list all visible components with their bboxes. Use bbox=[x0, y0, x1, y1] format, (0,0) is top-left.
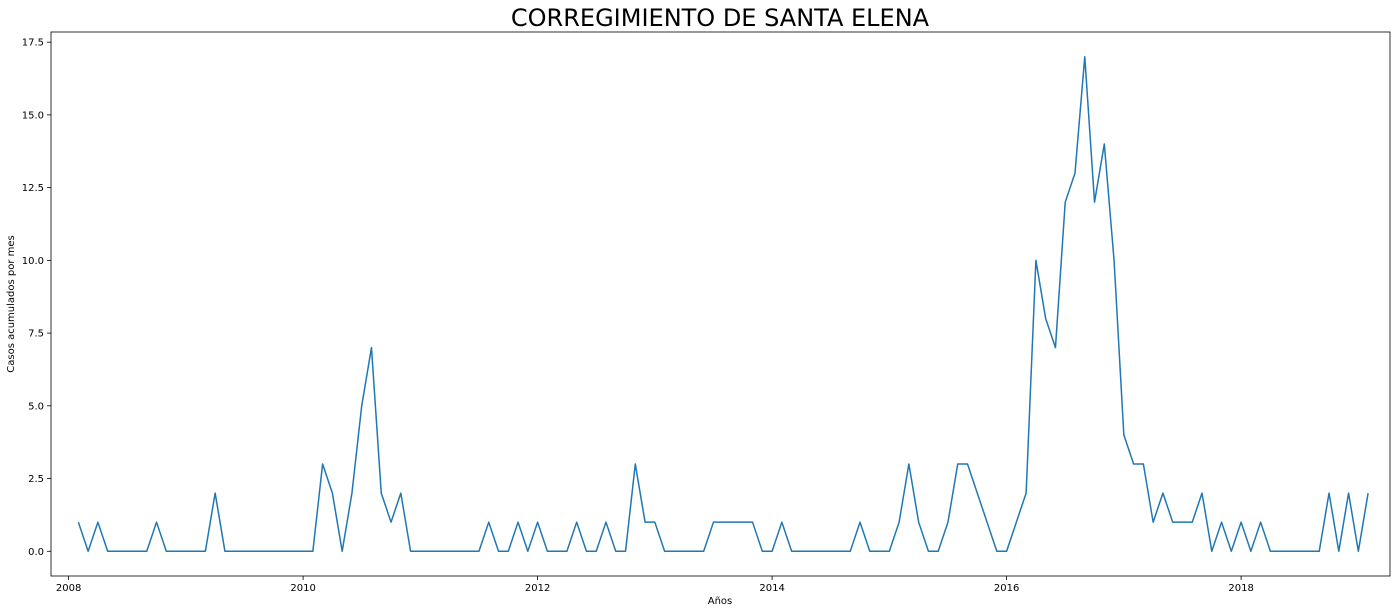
y-tick-label: 15.0 bbox=[22, 110, 44, 121]
data-points bbox=[78, 57, 1368, 552]
series-line bbox=[77, 55, 1369, 553]
x-tick-label: 2014 bbox=[759, 583, 784, 594]
y-tick-label: 2.5 bbox=[28, 474, 44, 485]
x-tick-label: 2018 bbox=[1228, 583, 1253, 594]
y-tick-label: 7.5 bbox=[28, 329, 44, 340]
y-axis: 0.0 2.5 5.0 7.5 10.0 12.5 15.0 17.5 bbox=[22, 38, 51, 558]
y-tick-label: 0.0 bbox=[28, 547, 44, 558]
y-tick-label: 17.5 bbox=[22, 38, 44, 49]
y-tick-label: 10.0 bbox=[22, 256, 44, 267]
y-tick-label: 5.0 bbox=[28, 401, 44, 412]
x-tick-label: 2016 bbox=[994, 583, 1019, 594]
x-tick-label: 2012 bbox=[525, 583, 550, 594]
x-tick-label: 2008 bbox=[56, 583, 81, 594]
x-axis: 2008 2010 2012 2014 2016 2018 bbox=[56, 576, 1254, 594]
x-axis-label: Años bbox=[708, 596, 733, 607]
y-tick-label: 12.5 bbox=[22, 183, 44, 194]
plot-frame bbox=[50, 31, 1391, 577]
x-tick-label: 2010 bbox=[290, 583, 315, 594]
y-axis-label: Casos acumulados por mes bbox=[6, 235, 17, 373]
chart-title: CORREGIMIENTO DE SANTA ELENA bbox=[511, 4, 930, 32]
